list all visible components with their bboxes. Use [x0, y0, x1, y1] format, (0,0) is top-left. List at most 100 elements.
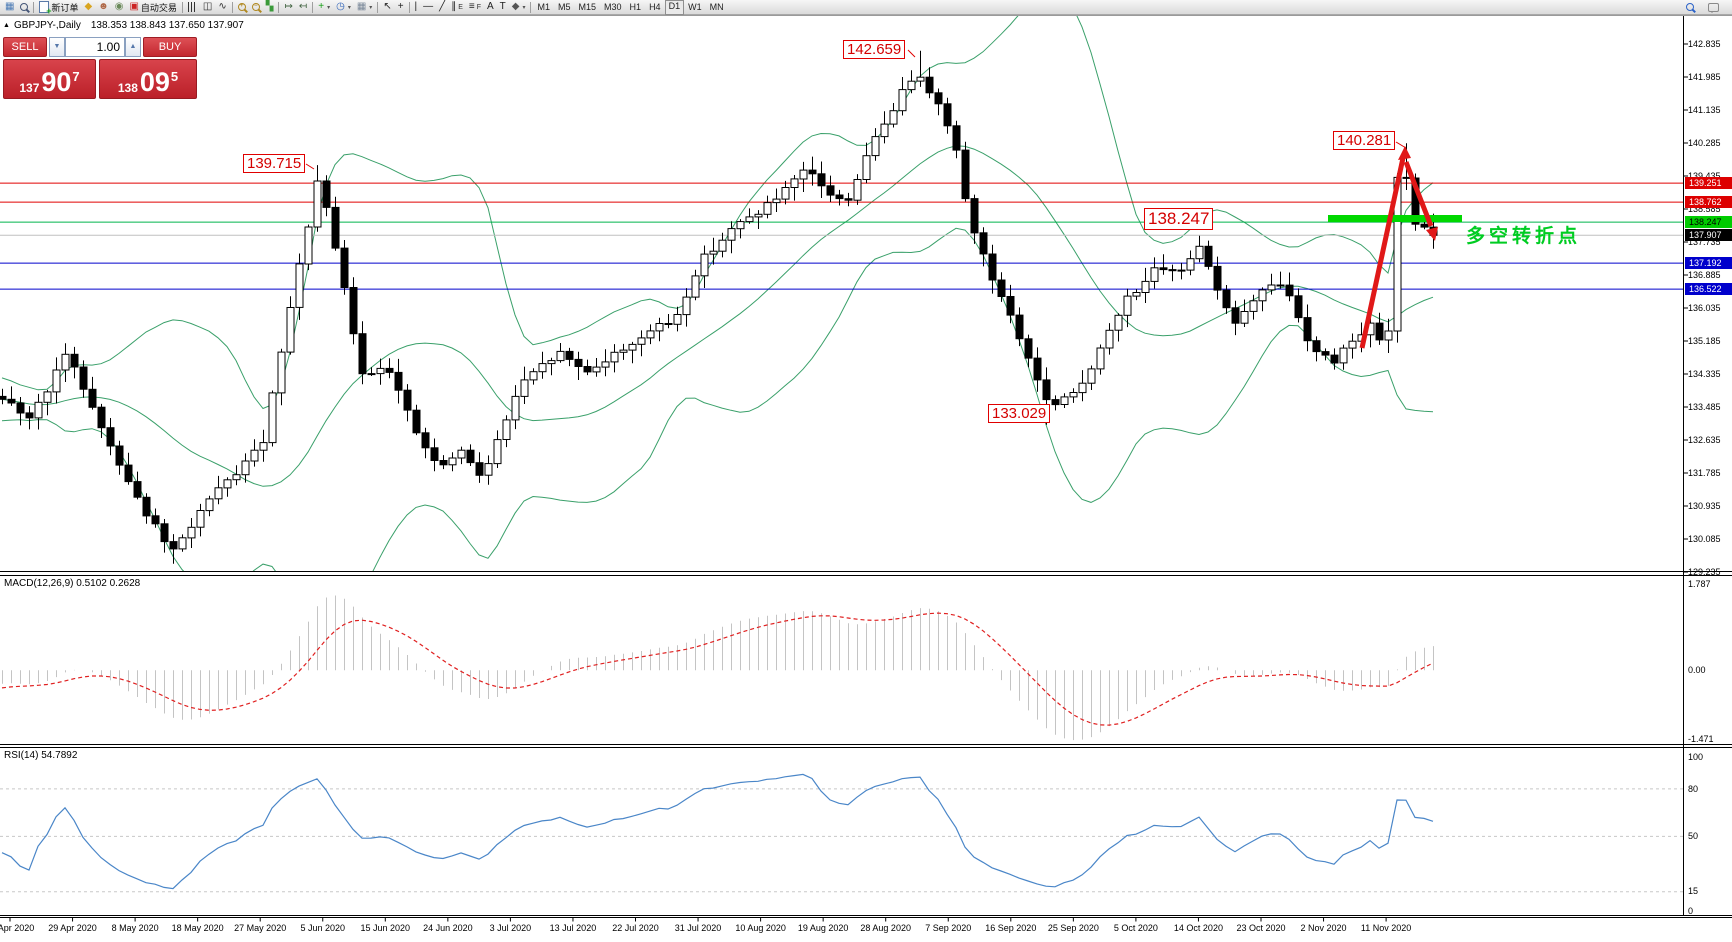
price-tick-label: 139.435 — [1688, 170, 1721, 181]
line-chart-icon[interactable]: ∿ — [215, 1, 229, 14]
buy-price-display[interactable]: 138 09 5 — [99, 59, 197, 99]
timeframe-m5[interactable]: M5 — [558, 1, 571, 12]
auto-scroll-icon: ↤ — [298, 1, 308, 12]
crosshair-button[interactable]: + — [395, 1, 407, 14]
sell-price-display[interactable]: 137 90 7 — [3, 59, 96, 99]
search-icon[interactable] — [1683, 1, 1697, 14]
text-label-button[interactable]: T — [497, 1, 509, 14]
timeframe-m30[interactable]: M30 — [604, 1, 622, 12]
candlestick-chart-icon: ◫ — [202, 1, 213, 12]
bar-chart-icon[interactable] — [185, 1, 200, 14]
navigator-icon: ☻ — [98, 1, 109, 12]
text-button[interactable]: A — [484, 1, 497, 14]
zoom-in-icon[interactable]: + — [235, 1, 249, 14]
toolbar-separator — [312, 1, 314, 13]
channel-button: ∥ — [451, 1, 457, 12]
date-tick-label: 27 May 2020 — [234, 923, 287, 933]
buy-price-integer: 138 — [117, 81, 138, 95]
macd-indicator — [1, 595, 1434, 741]
vertical-line-button[interactable]: | — [412, 1, 421, 14]
toolbar-separator — [408, 1, 410, 13]
volume-increase-stepper[interactable]: ▲ — [125, 37, 141, 57]
rsi-axis-label: 50 — [1688, 831, 1699, 841]
symbol-title: GBPJPY-,Daily — [14, 20, 81, 31]
fibonacci-button: ≡ — [468, 1, 475, 12]
chat-icon — [1708, 2, 1719, 13]
turning-point-annotation[interactable]: 多空转折点 — [1466, 226, 1582, 247]
price-annotation[interactable]: 140.281 — [1333, 131, 1396, 150]
channel-button[interactable]: ∥ E — [448, 1, 466, 14]
navigator-icon[interactable]: ☻ — [95, 1, 112, 14]
horizontal-line-button[interactable]: — — [420, 1, 436, 14]
zoom-out-icon[interactable]: − — [249, 1, 263, 14]
trendline-button[interactable]: ╱ — [436, 1, 448, 14]
price-tick-label: 141.135 — [1688, 104, 1721, 115]
chart-window-icon[interactable]: ▦ — [2, 1, 17, 14]
trend-arrow[interactable] — [305, 49, 1438, 349]
price-badge: 137.192 — [1685, 257, 1732, 270]
buy-price-pips: 09 — [139, 67, 170, 97]
price-annotation[interactable]: 139.715 — [243, 154, 306, 173]
rsi-axis-label: 0 — [1688, 906, 1694, 916]
price-annotation[interactable]: 133.029 — [988, 404, 1051, 423]
market-watch-icon[interactable]: ◆ — [81, 1, 95, 14]
indicators-button[interactable]: + ▾ — [315, 1, 333, 14]
date-tick-label: 3 Jul 2020 — [489, 923, 532, 933]
date-tick-label: 5 Jun 2020 — [300, 923, 346, 933]
price-annotation[interactable]: 138.247 — [1144, 208, 1214, 230]
sell-price-integer: 137 — [19, 81, 40, 95]
new-order-button[interactable]: 新订单 — [36, 1, 81, 16]
date-tick-label: 2 Nov 2020 — [1300, 923, 1347, 933]
periods-button[interactable]: ◷ ▾ — [333, 1, 354, 14]
timeframe-d1[interactable]: D1 — [664, 0, 685, 15]
templates-button[interactable]: ▦ ▾ — [354, 1, 375, 14]
price-annotation[interactable]: 142.659 — [843, 40, 906, 59]
tile-windows-icon[interactable]: ▚ — [263, 1, 277, 14]
preview-icon[interactable] — [17, 1, 31, 14]
signals-icon[interactable]: ◉ — [112, 1, 127, 14]
macd-axis-label: -1.471 — [1688, 734, 1714, 744]
sell-button[interactable]: SELL — [3, 37, 47, 57]
buy-button[interactable]: BUY — [143, 37, 197, 57]
toolbar-separator — [377, 1, 379, 13]
arrows-button[interactable]: ◆ ▾ — [509, 1, 529, 14]
periods-button: ◷ — [336, 1, 345, 12]
line-chart-icon: ∿ — [218, 1, 227, 12]
price-tick-label: 132.635 — [1688, 434, 1721, 445]
candlestick-chart-icon[interactable]: ◫ — [200, 1, 215, 14]
volume-decrease-stepper[interactable]: ▼ — [49, 37, 65, 57]
macd-axis-label: 0.00 — [1688, 665, 1706, 675]
auto-scroll-icon[interactable]: ↤ — [296, 1, 310, 14]
timeframe-h4[interactable]: H4 — [649, 1, 661, 12]
date-tick-label: 10 Aug 2020 — [735, 923, 786, 933]
date-tick-label: 25 Sep 2020 — [1047, 923, 1099, 933]
timeframe-h1[interactable]: H1 — [629, 1, 642, 12]
price-tick-label: 133.485 — [1688, 401, 1721, 412]
autotrading-button[interactable]: ▣ 自动交易 — [126, 1, 179, 14]
timeframe-w1[interactable]: W1 — [688, 1, 702, 12]
date-tick-label: 22 Jul 2020 — [612, 923, 659, 933]
text-button: A — [486, 1, 494, 12]
price-tick-label: 140.285 — [1688, 137, 1721, 148]
date-tick-label: 24 Jun 2020 — [423, 923, 473, 933]
bollinger-bands — [1, 16, 1434, 572]
fibonacci-button[interactable]: ≡ F — [466, 1, 484, 14]
price-tick-label: 141.985 — [1688, 71, 1721, 82]
date-tick-label: 29 Apr 2020 — [48, 923, 97, 933]
price-badge: 138.762 — [1685, 196, 1732, 209]
chevron-down-icon: ▾ — [522, 4, 526, 11]
chat-icon[interactable] — [1705, 1, 1722, 14]
chevron-down-icon: ▾ — [369, 4, 373, 11]
rsi-axis-label: 80 — [1688, 784, 1699, 794]
timeframe-mn[interactable]: MN — [709, 1, 724, 12]
date-tick-label: 14 Oct 2020 — [1173, 923, 1223, 933]
chart-shift-icon[interactable]: ↦ — [281, 1, 295, 14]
timeframe-m1[interactable]: M1 — [537, 1, 550, 12]
horizontal-price-lines[interactable] — [0, 182, 1683, 290]
support-level-bar[interactable] — [1328, 215, 1462, 222]
volume-input[interactable]: 1.00 — [65, 37, 125, 57]
cursor-button[interactable]: ↖ — [380, 1, 394, 14]
timeframe-m15[interactable]: M15 — [578, 1, 597, 12]
preview-icon — [20, 3, 29, 11]
